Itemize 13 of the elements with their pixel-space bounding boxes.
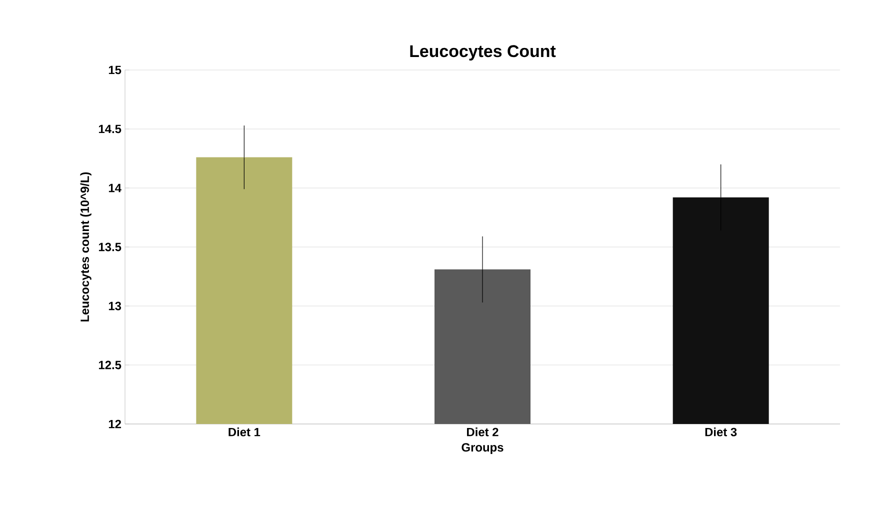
y-tick-label: 14	[108, 184, 122, 192]
y-tick-label: 12	[108, 420, 122, 428]
y-tick-label: 12.5	[98, 360, 122, 370]
x-tick-label: Diet 3	[705, 428, 737, 436]
x-tick-label: Diet 1	[228, 428, 260, 436]
y-tick-label: 14.5	[98, 124, 122, 134]
x-axis-title: Groups	[462, 443, 504, 454]
chart-title: Leucocytes Count	[410, 45, 556, 60]
x-tick-label: Diet 2	[467, 428, 498, 436]
y-tick-label: 13.5	[98, 242, 122, 252]
y-tick-label: 15	[108, 66, 122, 74]
y-axis-title: Leucocytes count (10^9/L)	[80, 172, 92, 322]
y-tick-label: 13	[108, 302, 122, 310]
